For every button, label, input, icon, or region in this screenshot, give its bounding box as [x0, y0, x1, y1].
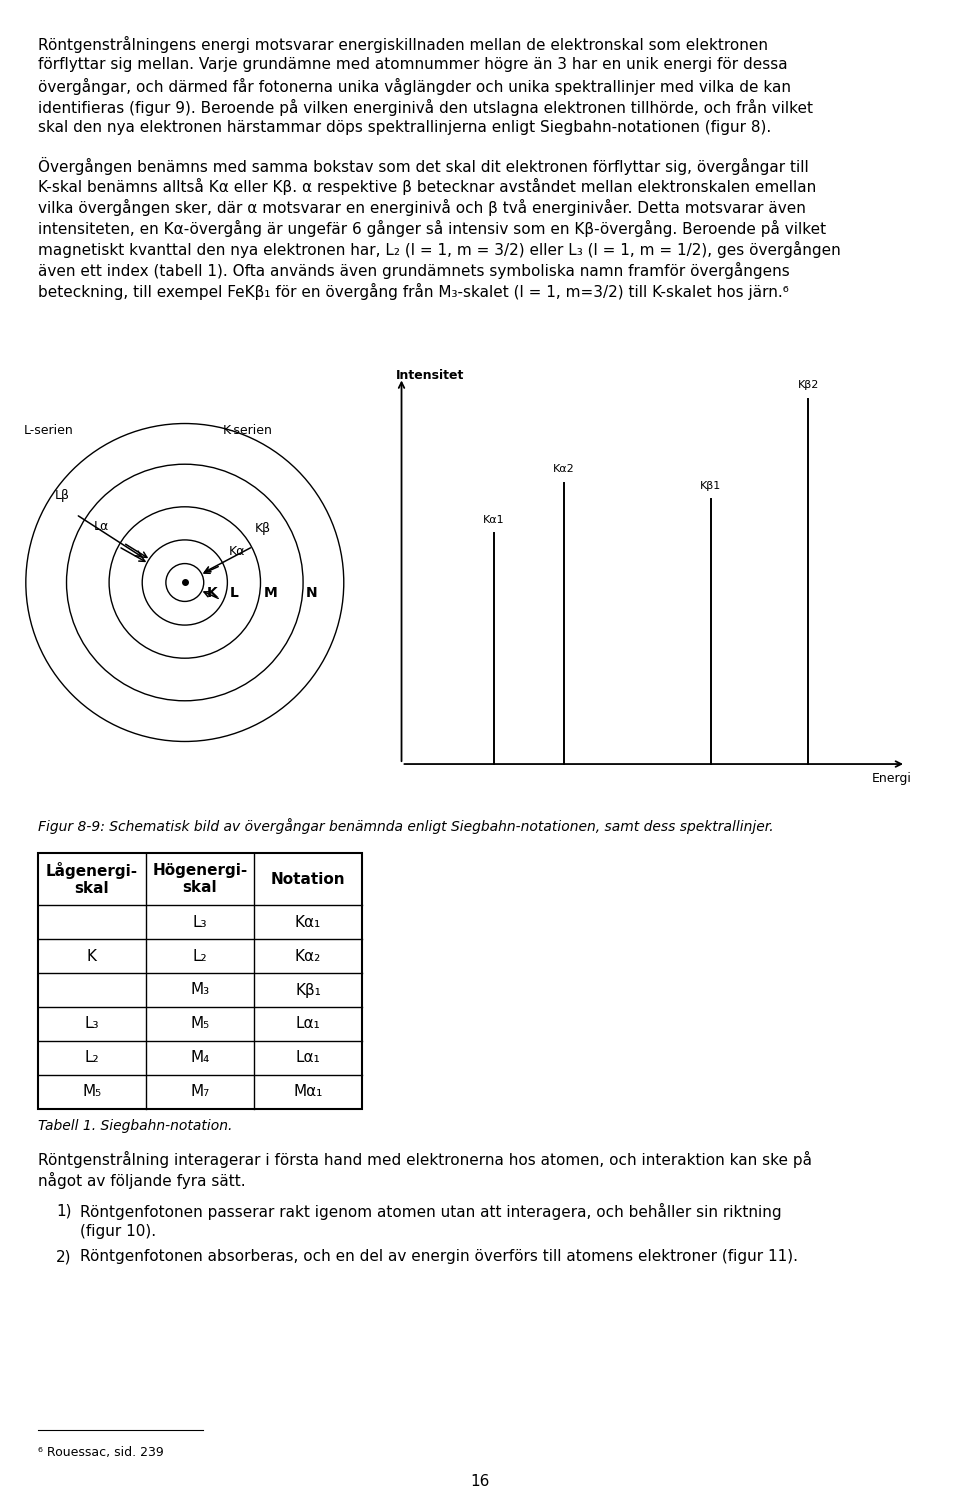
Text: M₅: M₅: [190, 1016, 209, 1032]
Text: Intensitet: Intensitet: [396, 370, 465, 381]
Text: L-serien: L-serien: [24, 425, 74, 437]
Text: Mα₁: Mα₁: [294, 1085, 323, 1100]
Text: Figur 8-9: Schematisk bild av övergångar benämnda enligt Siegbahn-notationen, sa: Figur 8-9: Schematisk bild av övergångar…: [38, 818, 774, 833]
Text: Notation: Notation: [271, 872, 346, 887]
Text: intensiteten, en Kα-övergång är ungefär 6 gånger så intensiv som en Kβ-övergång.: intensiteten, en Kα-övergång är ungefär …: [38, 220, 827, 236]
Text: Kα2: Kα2: [553, 464, 575, 474]
Text: övergångar, och därmed får fotonerna unika våglängder och unika spektrallinjer m: övergångar, och därmed får fotonerna uni…: [38, 78, 791, 96]
Text: identifieras (figur 9). Beroende på vilken energinivå den utslagna elektronen ti: identifieras (figur 9). Beroende på vilk…: [38, 99, 813, 117]
Text: M: M: [263, 586, 277, 600]
Text: 16: 16: [470, 1474, 490, 1489]
Text: beteckning, till exempel FeKβ₁ för en övergång från M₃-skalet (l = 1, m=3/2) til: beteckning, till exempel FeKβ₁ för en öv…: [38, 283, 789, 301]
Text: Kα₂: Kα₂: [295, 948, 322, 963]
Bar: [38, 853, 362, 1109]
Text: M₇: M₇: [190, 1085, 209, 1100]
Text: 1): 1): [56, 1203, 71, 1218]
Text: Kβ1: Kβ1: [700, 482, 721, 491]
Text: K: K: [87, 948, 97, 963]
Text: Lα₁: Lα₁: [296, 1050, 321, 1065]
Text: Övergången benämns med samma bokstav som det skal dit elektronen förflyttar sig,: Övergången benämns med samma bokstav som…: [38, 157, 808, 175]
Text: magnetiskt kvanttal den nya elektronen har, L₂ (l = 1, m = 3/2) eller L₃ (l = 1,: magnetiskt kvanttal den nya elektronen h…: [38, 241, 841, 257]
Text: N: N: [306, 586, 318, 600]
Text: L₃: L₃: [84, 1016, 99, 1032]
Text: något av följande fyra sätt.: något av följande fyra sätt.: [38, 1171, 246, 1189]
Text: Kα₁: Kα₁: [295, 914, 322, 929]
Text: 2): 2): [56, 1249, 71, 1264]
Text: K: K: [206, 586, 217, 600]
Text: K-skal benämns alltså Kα eller Kβ. α respektive β betecknar avståndet mellan ele: K-skal benämns alltså Kα eller Kβ. α res…: [38, 178, 816, 194]
Text: Kβ2: Kβ2: [798, 380, 819, 390]
Text: vilka övergången sker, där α motsvarar en energinivå och β två energinivåer. Det: vilka övergången sker, där α motsvarar e…: [38, 199, 805, 215]
Text: M₃: M₃: [190, 983, 209, 998]
Text: Röntgenstrålning interagerar i första hand med elektronerna hos atomen, och inte: Röntgenstrålning interagerar i första ha…: [38, 1150, 812, 1168]
Text: Energi: Energi: [872, 772, 911, 785]
Text: Kα: Kα: [228, 545, 245, 558]
Text: L₂: L₂: [193, 948, 207, 963]
Text: Röntgenfotonen absorberas, och en del av energin överförs till atomens elektrone: Röntgenfotonen absorberas, och en del av…: [80, 1249, 798, 1264]
Text: Kα1: Kα1: [483, 515, 505, 525]
Text: Lα: Lα: [94, 521, 109, 533]
Text: förflyttar sig mellan. Varje grundämne med atomnummer högre än 3 har en unik ene: förflyttar sig mellan. Varje grundämne m…: [38, 57, 787, 72]
Text: (figur 10).: (figur 10).: [80, 1224, 156, 1239]
Text: ⁶ Rouessac, sid. 239: ⁶ Rouessac, sid. 239: [38, 1447, 164, 1459]
Text: M₄: M₄: [190, 1050, 209, 1065]
Text: Högenergi-
skal: Högenergi- skal: [153, 863, 248, 895]
Text: Lα₁: Lα₁: [296, 1016, 321, 1032]
Text: Lβ: Lβ: [55, 489, 69, 503]
Text: Röntgenfotonen passerar rakt igenom atomen utan att interagera, och behåller sin: Röntgenfotonen passerar rakt igenom atom…: [80, 1203, 781, 1221]
Text: Kβ: Kβ: [254, 522, 271, 536]
Text: M₅: M₅: [83, 1085, 102, 1100]
Text: även ett index (tabell 1). Ofta används även grundämnets symboliska namn framför: även ett index (tabell 1). Ofta används …: [38, 262, 790, 280]
Text: Tabell 1. Siegbahn-notation.: Tabell 1. Siegbahn-notation.: [38, 1119, 232, 1132]
Text: skal den nya elektronen härstammar döps spektrallinjerna enligt Siegbahn-notatio: skal den nya elektronen härstammar döps …: [38, 120, 771, 135]
Text: L₃: L₃: [193, 914, 207, 929]
Text: L: L: [230, 586, 239, 600]
Text: K-serien: K-serien: [223, 425, 273, 437]
Text: Kβ₁: Kβ₁: [295, 983, 321, 998]
Text: Lågenergi-
skal: Lågenergi- skal: [46, 862, 138, 896]
Text: Röntgenstrålningens energi motsvarar energiskillnaden mellan de elektronskal som: Röntgenstrålningens energi motsvarar ene…: [38, 36, 768, 52]
Text: L₂: L₂: [84, 1050, 99, 1065]
